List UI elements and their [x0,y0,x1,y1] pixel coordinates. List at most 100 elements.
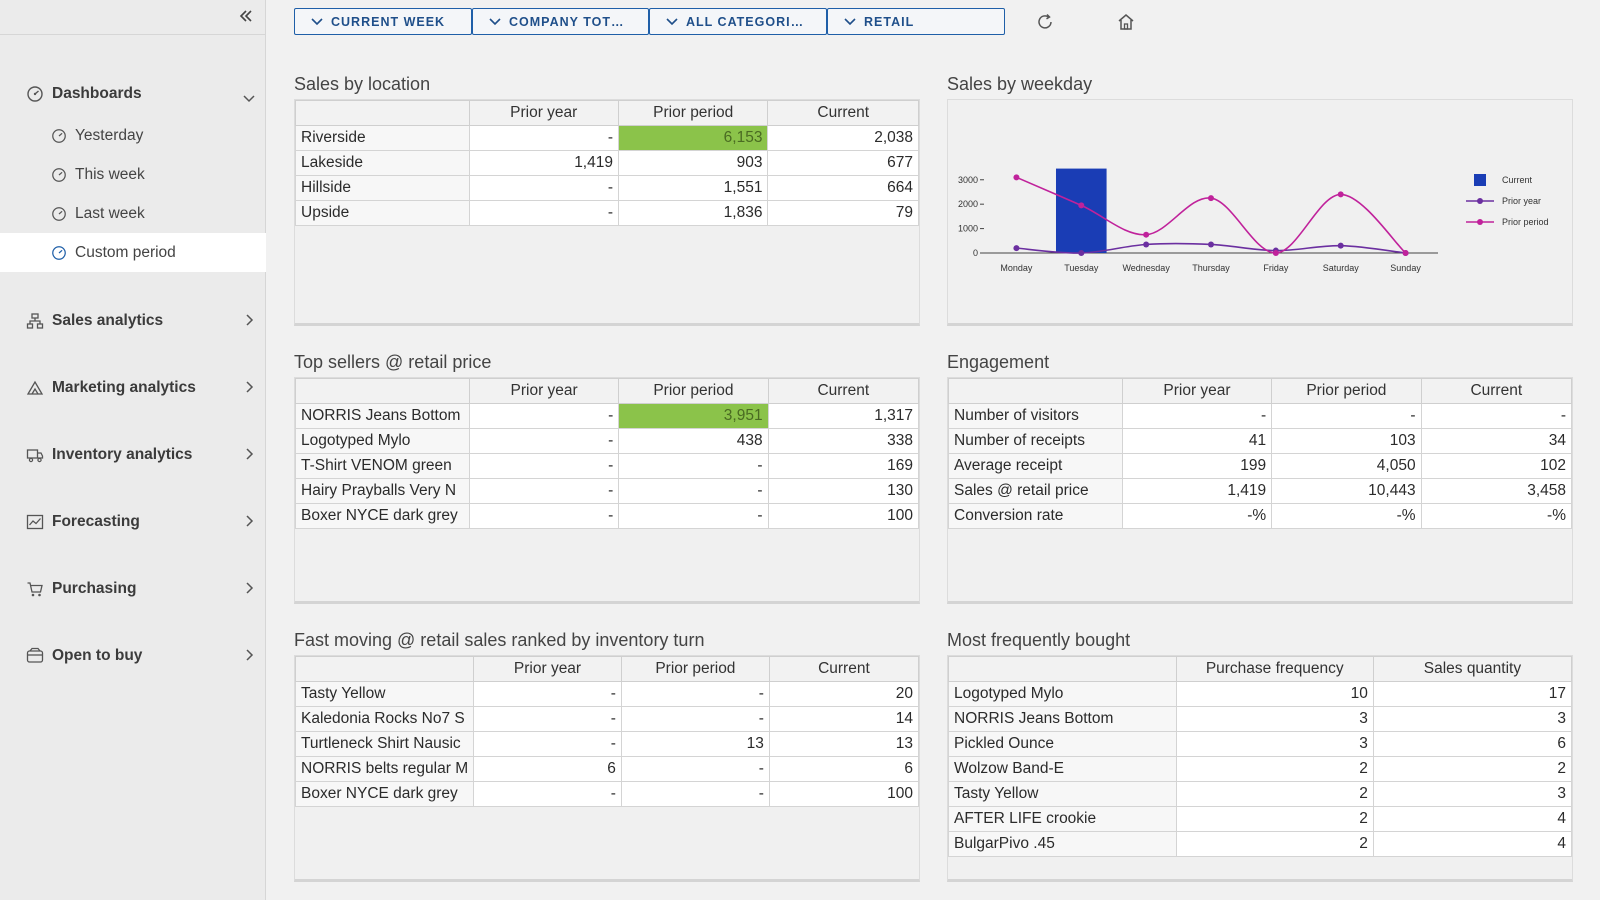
sidebar-subitem-this-week[interactable]: This week [0,155,266,194]
cell-value: -% [1121,503,1273,529]
legend-label: Prior year [1502,196,1541,206]
point-prior-year [1337,242,1344,249]
sidebar-item-label: Sales analytics [52,312,164,329]
cell-value: - [468,175,619,201]
table-row[interactable]: Turtleneck Shirt Nausic - 13 13 [294,731,920,757]
cart-icon [27,582,43,597]
y-tick-label: 2000 [958,199,978,209]
table-row[interactable]: Boxer NYCE dark grey - - 100 [295,503,920,529]
most-frequent-table: Purchase frequency Sales quantity Logoty… [948,656,1573,857]
table-row[interactable]: T-Shirt VENOM green - - 169 [295,453,920,479]
sidebar-item-dashboards[interactable]: Dashboards [0,75,266,113]
cell-value: 2 [1175,831,1374,857]
table-row[interactable]: Conversion rate -% -% -% [948,503,1573,529]
table-row[interactable]: NORRIS Jeans Bottom 3 3 [948,706,1573,732]
point-prior-year [1143,241,1150,248]
table-row[interactable]: NORRIS Jeans Bottom - 3,951 1,317 [295,403,920,429]
table-row[interactable]: Tasty Yellow - - 20 [294,681,920,707]
cell-value: -% [1271,503,1422,529]
home-icon[interactable] [1116,12,1136,32]
table-row[interactable]: Upside - 1,836 79 [295,200,919,226]
sidebar-item-label: Inventory analytics [52,446,193,463]
table-row[interactable]: Number of visitors - - - [948,403,1573,429]
refresh-icon[interactable] [1035,12,1055,32]
row-label: AFTER LIFE crookie [948,806,1177,832]
cell-value: - [473,781,622,807]
sidebar-subitem-last-week[interactable]: Last week [0,194,266,233]
cell-value: 1,836 [617,200,769,226]
row-label: Number of visitors [948,403,1123,429]
table-row[interactable]: NORRIS belts regular M 6 - 6 [294,756,920,782]
sidebar-item-inventory-analytics[interactable]: Inventory analytics [0,436,266,474]
row-label: Logotyped Mylo [948,681,1177,707]
point-prior-period [1208,195,1214,202]
filter-category-dropdown[interactable]: ALL CATEGORI… [649,8,827,35]
table-row[interactable]: Riverside - 6,153 2,038 [295,125,919,151]
table-row[interactable]: BulgarPivo .45 2 4 [948,831,1573,857]
table-row[interactable]: Kaledonia Rocks No7 S - - 14 [294,706,920,732]
sidebar-subitem-yesterday[interactable]: Yesterday [0,116,266,155]
filter-price-type-dropdown[interactable]: RETAIL [827,8,1005,35]
point-prior-period [1143,231,1150,238]
filter-label: CURRENT WEEK [331,14,446,29]
chevron-down-icon [311,17,323,25]
row-label: Wolzow Band-E [948,756,1177,782]
org-chart-icon [26,313,44,329]
table-row[interactable]: Wolzow Band-E 2 2 [948,756,1573,782]
column-header [948,378,1123,404]
row-label: Upside [295,200,470,226]
column-header [948,656,1177,682]
table-row[interactable]: Hillside - 1,551 664 [295,175,919,201]
sidebar-item-sales-analytics[interactable]: Sales analytics [0,302,266,340]
sidebar-item-purchasing[interactable]: Purchasing [0,570,266,608]
cell-value: - [618,453,769,479]
row-label: NORRIS belts regular M [294,756,475,782]
table-row[interactable]: Sales @ retail price 1,419 10,443 3,458 [948,478,1573,504]
table-row[interactable]: Lakeside 1,419 903 677 [295,150,919,176]
cell-value: - [473,706,622,732]
sales-by-weekday-chart: 0 1000 2000 3000 Monday Tuesday Wednesday Thurs… [958,168,1549,273]
panel-title: Most frequently bought [947,630,1131,650]
cell-value-highlighted: 3,951 [618,403,769,429]
sidebar-subitem-label: Yesterday [75,126,144,144]
column-header: Sales quantity [1372,656,1573,682]
panel-title: Engagement [947,352,1050,372]
chevron-down-icon[interactable] [242,92,256,106]
cell-value: 130 [767,478,920,504]
sidebar-item-open-to-buy[interactable]: Open to buy [0,637,266,675]
table-row[interactable]: Tasty Yellow 2 3 [948,781,1573,807]
cell-value: 14 [768,706,920,732]
cell-value: 100 [768,781,920,807]
row-label: Pickled Ounce [948,731,1177,757]
cell-value: 102 [1420,453,1573,479]
sidebar-divider [0,34,266,35]
cell-value: 1,419 [468,150,619,176]
table-row[interactable]: Logotyped Mylo - 438 338 [295,428,920,454]
column-header: Purchase frequency [1175,656,1374,682]
table-row[interactable]: Logotyped Mylo 10 17 [948,681,1573,707]
filter-period-dropdown[interactable]: CURRENT WEEK [294,8,472,35]
row-label: Riverside [295,125,470,151]
cell-value: 438 [618,428,769,454]
chevron-right-icon [246,448,254,460]
legend-label: Current [1502,175,1533,185]
collapse-sidebar-icon[interactable] [236,6,256,26]
sidebar-item-forecasting[interactable]: Forecasting [0,503,266,541]
table-row[interactable]: Boxer NYCE dark grey - - 100 [294,781,920,807]
table-row[interactable]: Pickled Ounce 3 6 [948,731,1573,757]
filter-company-dropdown[interactable]: COMPANY TOT… [472,8,649,35]
cell-value: 20 [768,681,920,707]
table-row[interactable]: Number of receipts 41 103 34 [948,428,1573,454]
table-row[interactable]: Hairy Prayballs Very N - - 130 [295,478,920,504]
table-row[interactable]: Average receipt 199 4,050 102 [948,453,1573,479]
sidebar-subitem-custom-period[interactable]: Custom period [0,233,266,272]
table-row[interactable]: AFTER LIFE crookie 2 4 [948,806,1573,832]
cell-value: - [473,681,622,707]
sidebar-item-label: Open to buy [52,647,143,664]
sidebar-item-marketing-analytics[interactable]: Marketing analytics [0,369,266,407]
cell-value: - [1271,403,1422,429]
row-label: Tasty Yellow [294,681,475,707]
row-label: Lakeside [295,150,470,176]
sales-by-weekday-panel: 0 1000 2000 3000 Monday Tuesday Wednesday Thurs… [947,99,1573,326]
column-header: Current [767,378,920,404]
